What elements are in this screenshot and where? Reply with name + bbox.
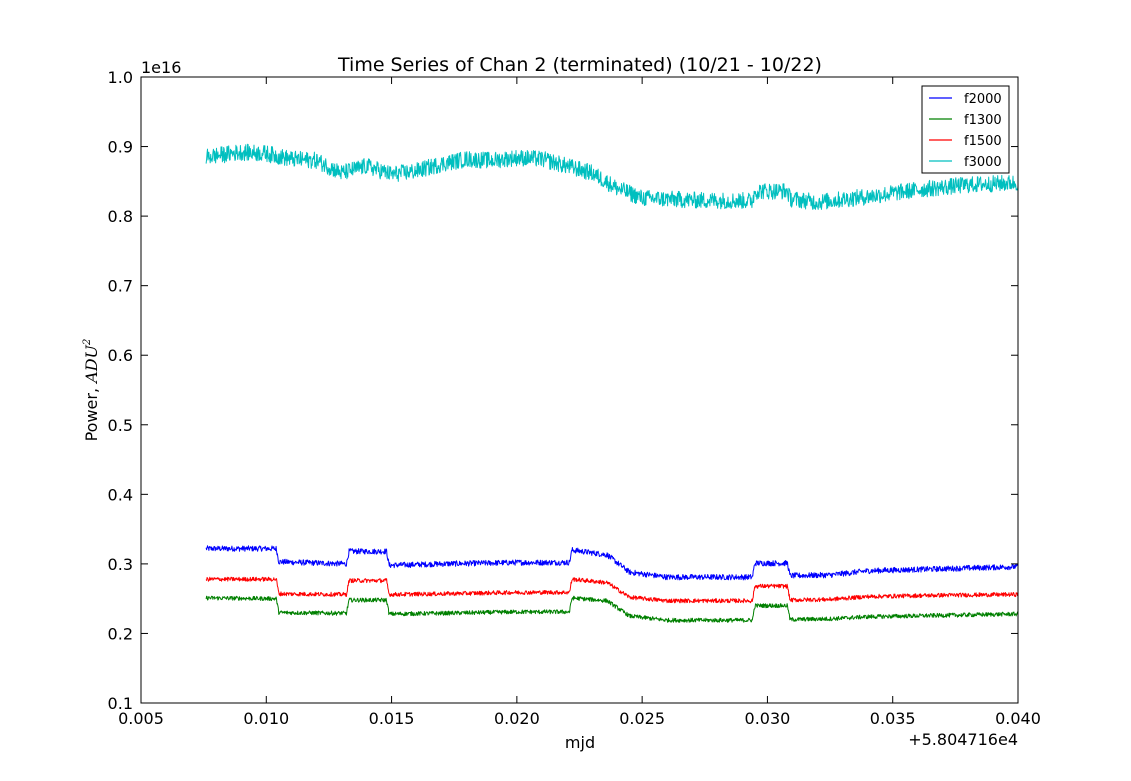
y-axis-title: Power, ADU2 xyxy=(82,339,101,442)
y-tick-label: 0.8 xyxy=(108,207,133,226)
y-tick-label: 0.7 xyxy=(108,277,133,296)
ticks-layer: 0.005 0.010 0.015 0.020 0.025 0.030 0.035 0.040… xyxy=(108,68,1041,728)
legend: f2000 f1300 f1500 f3000 xyxy=(921,85,1010,174)
y-tick-label: 0.4 xyxy=(108,485,133,504)
y-axis-title-prefix: Power, xyxy=(82,383,101,442)
y-tick-label: 0.3 xyxy=(108,555,133,574)
series-line-f3000 xyxy=(205,143,1019,210)
x-tick-label: 0.040 xyxy=(995,709,1041,728)
series-line-f1300 xyxy=(205,595,1019,623)
series-line-f1500 xyxy=(205,576,1019,604)
y-tick-label: 0.6 xyxy=(108,346,133,365)
x-axis-title: mjd xyxy=(565,733,595,752)
y-tick-label: 0.2 xyxy=(108,624,133,643)
plot-frame xyxy=(140,76,1019,704)
y-scale-label: 1e16 xyxy=(141,58,181,77)
x-tick-label: 0.005 xyxy=(118,709,164,728)
x-tick-label: 0.035 xyxy=(870,709,916,728)
x-tick-label: 0.015 xyxy=(369,709,415,728)
legend-box xyxy=(921,85,1010,174)
y-tick-label: 0.1 xyxy=(108,694,133,713)
series-layer xyxy=(205,143,1019,623)
y-tick-label: 1.0 xyxy=(108,68,133,87)
x-tick-label: 0.030 xyxy=(745,709,791,728)
y-tick-label: 0.5 xyxy=(108,416,133,435)
legend-label-f2000: f2000 xyxy=(964,92,1002,107)
x-offset-label: +5.804716e4 xyxy=(908,730,1018,749)
series-line-f2000 xyxy=(205,545,1019,581)
y-tick-label: 0.9 xyxy=(108,138,133,157)
x-tick-label: 0.025 xyxy=(619,709,665,728)
chart-title: Time Series of Chan 2 (terminated) (10/2… xyxy=(337,54,822,76)
legend-label-f1500: f1500 xyxy=(964,134,1002,149)
y-axis-title-math: ADU xyxy=(82,344,101,384)
x-tick-label: 0.020 xyxy=(494,709,540,728)
x-tick-label: 0.010 xyxy=(243,709,289,728)
y-axis-title-sup: 2 xyxy=(82,339,93,346)
legend-label-f1300: f1300 xyxy=(964,113,1002,128)
legend-label-f3000: f3000 xyxy=(964,155,1002,170)
